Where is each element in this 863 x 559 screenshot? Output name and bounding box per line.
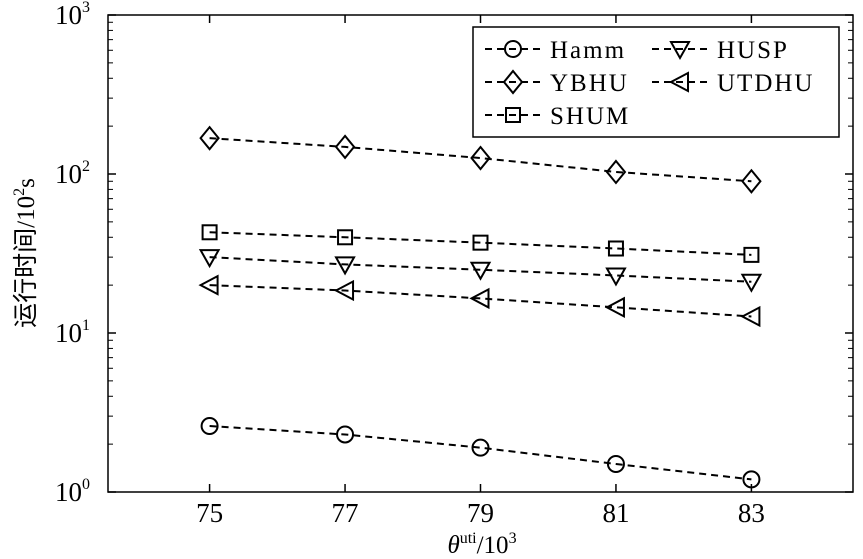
data-point [198, 249, 221, 269]
data-point [741, 168, 762, 194]
data-point [605, 159, 627, 185]
legend-item-husp: HUSP [652, 37, 789, 64]
legend-marker [668, 71, 689, 93]
y-tick-label: 100 [55, 476, 90, 507]
data-point [740, 273, 763, 293]
legend-marker [502, 69, 524, 95]
data-point [604, 296, 625, 319]
data-point [336, 425, 355, 444]
series-line [209, 137, 752, 183]
data-point [742, 470, 761, 489]
series-group [198, 125, 763, 489]
x-tick-label: 75 [196, 498, 223, 528]
legend-label: Hamm [550, 37, 626, 64]
data-point [469, 287, 490, 310]
legend-label: YBHU [550, 70, 629, 97]
legend-item-hamm: Hamm [485, 37, 626, 64]
data-point [200, 417, 219, 436]
series-line [209, 284, 752, 318]
data-point [333, 279, 355, 302]
x-tick-label: 81 [602, 498, 629, 528]
data-point [198, 274, 219, 296]
data-point [743, 246, 760, 263]
y-axis-label: 运行时间/102s [11, 178, 40, 328]
legend-marker [669, 41, 691, 61]
x-tick-label: 77 [332, 498, 359, 528]
data-point [606, 455, 625, 474]
data-point [740, 305, 761, 328]
legend-item-shum: SHUM [485, 103, 630, 130]
data-point [607, 240, 624, 257]
series-hamm [200, 417, 761, 489]
data-point [334, 256, 356, 276]
x-tick-label: 79 [467, 498, 494, 528]
x-axis-label: θuti/103 [447, 530, 516, 559]
y-tick-label: 102 [55, 158, 90, 189]
data-point [334, 134, 356, 160]
legend-marker [504, 40, 522, 58]
y-tick-label: 103 [55, 0, 90, 30]
data-point [337, 229, 354, 246]
x-tick-label: 83 [738, 498, 765, 528]
y-tick-label: 101 [55, 317, 90, 348]
series-line [209, 231, 752, 256]
data-point [472, 234, 489, 251]
legend-label: HUSP [717, 37, 789, 64]
data-point [471, 438, 490, 457]
series-line [209, 256, 752, 283]
data-point [201, 224, 218, 241]
series-line [209, 425, 752, 481]
data-point [199, 125, 220, 151]
legend-label: SHUM [550, 103, 630, 130]
data-point [470, 145, 491, 171]
legend-label: UTDHU [717, 70, 815, 97]
series-husp [198, 249, 763, 293]
series-utdhu [198, 274, 761, 328]
data-point [469, 261, 492, 281]
data-point [605, 267, 627, 287]
series-shum [201, 224, 760, 263]
legend-item-ybhu: YBHU [485, 69, 629, 97]
series-ybhu [199, 125, 762, 194]
legend-marker [505, 107, 521, 123]
legend-item-utdhu: UTDHU [652, 70, 815, 97]
legend: Hamm YBHU SHUM HUSP UTDHU [472, 26, 840, 138]
axis-ticks: 75 77 79 81 83 100 101 102 103 [55, 0, 853, 528]
